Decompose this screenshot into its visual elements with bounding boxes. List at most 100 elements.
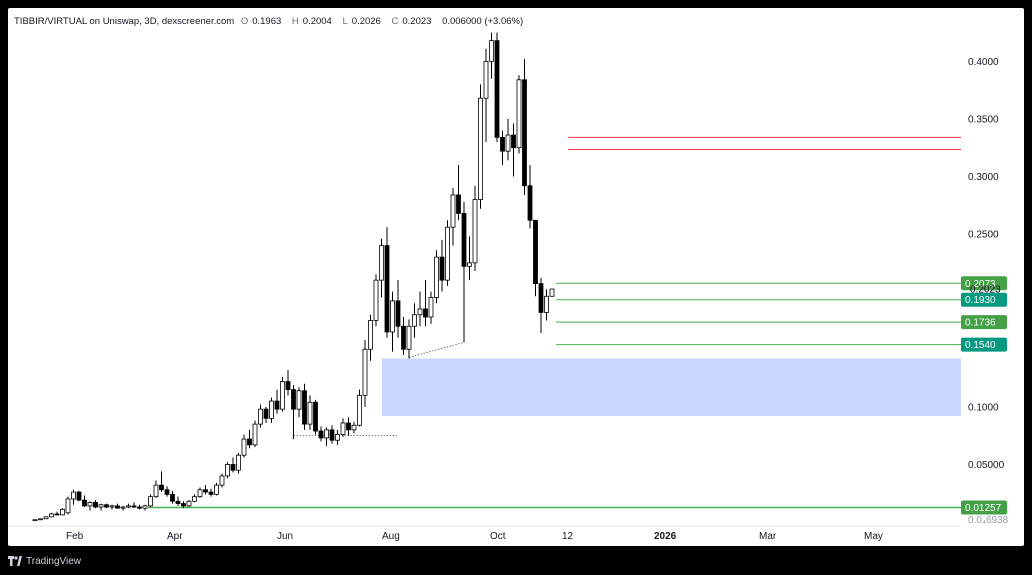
candle[interactable] bbox=[379, 245, 384, 281]
candle[interactable] bbox=[164, 489, 170, 495]
candle[interactable] bbox=[450, 194, 456, 228]
candle[interactable] bbox=[329, 429, 335, 441]
candle[interactable] bbox=[434, 256, 439, 298]
candle[interactable] bbox=[412, 314, 417, 327]
candle[interactable] bbox=[401, 325, 406, 350]
candle[interactable] bbox=[181, 503, 186, 507]
price-chart[interactable]: 0.4000 0.3500 0.3000 0.2500 0.1000 0.05000 0.2… bbox=[8, 8, 1024, 546]
candle[interactable] bbox=[390, 300, 395, 333]
candle[interactable] bbox=[511, 134, 516, 149]
candle[interactable] bbox=[247, 438, 252, 446]
candle[interactable] bbox=[307, 401, 313, 425]
candle[interactable] bbox=[461, 212, 467, 267]
candle[interactable] bbox=[313, 401, 318, 432]
candle[interactable] bbox=[269, 400, 274, 419]
candle[interactable] bbox=[203, 489, 208, 493]
candle[interactable] bbox=[65, 498, 71, 514]
candle[interactable] bbox=[340, 422, 346, 435]
symbol-title[interactable]: TIBBIR/VIRTUAL on Uniswap, 3D, dexscreen… bbox=[14, 16, 235, 27]
footer-brand[interactable]: TradingView bbox=[26, 555, 82, 567]
candle[interactable] bbox=[544, 295, 549, 313]
candle[interactable] bbox=[71, 491, 76, 500]
candle[interactable] bbox=[76, 491, 82, 501]
candle[interactable] bbox=[483, 60, 489, 99]
chart-panel[interactable]: 0.4000 0.3500 0.3000 0.2500 0.1000 0.05000 0.2… bbox=[8, 8, 1024, 546]
candle[interactable] bbox=[241, 438, 247, 456]
candle[interactable] bbox=[346, 422, 351, 431]
candle[interactable] bbox=[192, 496, 197, 502]
candle[interactable] bbox=[252, 423, 258, 446]
tradingview-logo-icon[interactable] bbox=[8, 556, 22, 566]
candle[interactable] bbox=[197, 489, 203, 498]
candle[interactable] bbox=[423, 308, 428, 318]
candle[interactable] bbox=[258, 408, 263, 425]
candle[interactable] bbox=[527, 185, 533, 221]
candle[interactable] bbox=[335, 434, 340, 441]
candle[interactable] bbox=[472, 199, 478, 264]
candle[interactable] bbox=[148, 496, 153, 507]
candle[interactable] bbox=[153, 484, 159, 498]
candle[interactable] bbox=[225, 464, 230, 477]
candle[interactable] bbox=[351, 424, 357, 431]
candle[interactable] bbox=[236, 454, 241, 471]
candle[interactable] bbox=[291, 389, 296, 410]
candle[interactable] bbox=[170, 493, 175, 502]
candle[interactable] bbox=[214, 484, 219, 495]
candle[interactable] bbox=[467, 262, 472, 267]
candle[interactable] bbox=[417, 308, 423, 316]
candle[interactable] bbox=[489, 40, 494, 62]
candle[interactable] bbox=[478, 97, 483, 200]
candle[interactable] bbox=[175, 500, 181, 504]
candle[interactable] bbox=[538, 283, 544, 313]
candle[interactable] bbox=[373, 279, 379, 321]
candle[interactable] bbox=[131, 505, 137, 508]
candle[interactable] bbox=[274, 400, 280, 410]
candle[interactable] bbox=[494, 40, 500, 138]
candle[interactable] bbox=[49, 513, 54, 518]
candle[interactable] bbox=[208, 491, 214, 495]
candle[interactable] bbox=[159, 484, 164, 491]
candle[interactable] bbox=[357, 394, 362, 426]
candle[interactable] bbox=[362, 348, 368, 396]
candle[interactable] bbox=[500, 136, 505, 152]
candle[interactable] bbox=[296, 390, 302, 410]
candle[interactable] bbox=[263, 408, 269, 419]
candle[interactable] bbox=[93, 502, 98, 508]
candle[interactable] bbox=[186, 500, 192, 507]
candle[interactable] bbox=[522, 79, 527, 187]
candle[interactable] bbox=[98, 504, 104, 508]
candle[interactable] bbox=[115, 505, 120, 509]
candle[interactable] bbox=[137, 506, 142, 509]
candle[interactable] bbox=[219, 475, 225, 486]
candle[interactable] bbox=[104, 504, 109, 508]
candle[interactable] bbox=[280, 381, 285, 410]
candle[interactable] bbox=[142, 505, 148, 509]
candle[interactable] bbox=[285, 381, 291, 390]
candle[interactable] bbox=[406, 325, 412, 350]
candle[interactable] bbox=[505, 134, 511, 152]
candle[interactable] bbox=[126, 505, 131, 508]
candle[interactable] bbox=[109, 505, 115, 508]
candle[interactable] bbox=[43, 516, 49, 520]
candle[interactable] bbox=[87, 502, 93, 507]
candle[interactable] bbox=[533, 219, 538, 285]
candle[interactable] bbox=[428, 297, 434, 318]
candle[interactable] bbox=[38, 518, 43, 521]
candle[interactable] bbox=[516, 79, 522, 149]
candle[interactable] bbox=[54, 513, 60, 516]
candle[interactable] bbox=[384, 245, 390, 333]
candle[interactable] bbox=[445, 226, 450, 281]
candle[interactable] bbox=[368, 320, 373, 350]
candle[interactable] bbox=[82, 499, 87, 507]
candle[interactable] bbox=[324, 429, 329, 439]
candle[interactable] bbox=[120, 506, 126, 509]
candle[interactable] bbox=[302, 390, 307, 425]
candle[interactable] bbox=[60, 508, 65, 516]
candle[interactable] bbox=[456, 194, 461, 214]
candle[interactable] bbox=[230, 464, 236, 471]
candle[interactable] bbox=[549, 288, 555, 297]
candle[interactable] bbox=[32, 519, 38, 522]
candle[interactable] bbox=[439, 256, 445, 281]
candle[interactable] bbox=[395, 300, 401, 327]
candle[interactable] bbox=[318, 430, 324, 439]
